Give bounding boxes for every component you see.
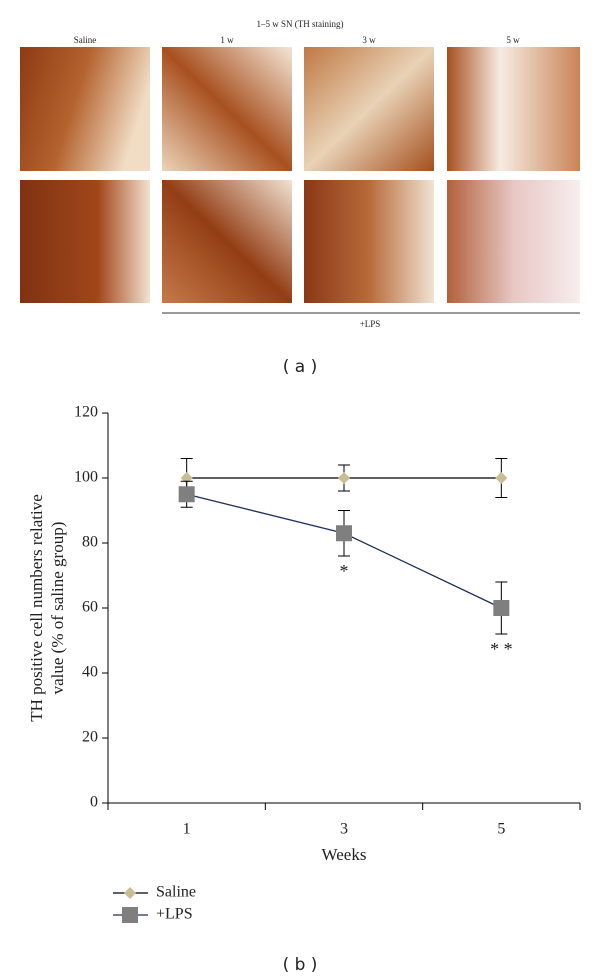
micrograph xyxy=(162,47,292,171)
column-label: 5 w xyxy=(506,35,520,45)
panel-title: 1–5 w SN (TH staining) xyxy=(257,19,344,29)
line-chart: 0 20 40 60 80 100 120 1 3 5 Weeks TH positive cell … xyxy=(27,404,581,975)
marker xyxy=(493,600,510,616)
y-tick-label: 100 xyxy=(74,469,98,486)
micrograph xyxy=(447,47,580,171)
micrograph xyxy=(20,180,150,303)
y-tick-label: 120 xyxy=(74,404,98,421)
x-tick-label: 5 xyxy=(497,821,505,838)
caption: ( a ) xyxy=(283,357,318,377)
legend-marker xyxy=(124,887,136,899)
significance-label: * * xyxy=(490,639,513,659)
x-tick-label: 3 xyxy=(340,821,348,838)
y-axis-label-line: TH positive cell numbers relative xyxy=(27,494,46,722)
legend-label: Saline xyxy=(156,884,196,901)
column-label: Saline xyxy=(74,35,97,45)
legend-label: +LPS xyxy=(156,906,193,923)
series xyxy=(180,458,508,498)
micrographs: 1–5 w SN (TH staining) Saline 1 w 3 w 5 … xyxy=(20,19,580,377)
y-axis-label: TH positive cell numbers relative value (… xyxy=(27,494,67,722)
legend-marker xyxy=(122,907,138,923)
marker xyxy=(338,472,350,484)
micrograph xyxy=(304,180,434,303)
marker xyxy=(336,525,352,542)
y-tick-label: 80 xyxy=(82,534,98,551)
x-tick-label: 1 xyxy=(183,821,191,838)
marker xyxy=(495,472,508,484)
y-tick-label: 20 xyxy=(82,729,98,746)
significance-label: * xyxy=(340,561,349,581)
x-axis-label: Weeks xyxy=(322,845,367,864)
group-label: +LPS xyxy=(360,319,381,329)
micrograph xyxy=(447,180,580,303)
y-axis-label-line: value (% of saline group) xyxy=(48,522,67,695)
micrograph xyxy=(20,47,150,171)
marker xyxy=(178,486,195,503)
series xyxy=(178,480,510,635)
y-tick-label: 40 xyxy=(82,664,98,681)
column-label: 1 w xyxy=(220,35,234,45)
column-label: 3 w xyxy=(362,35,376,45)
y-tick-label: 0 xyxy=(90,794,98,811)
micrograph xyxy=(162,180,292,303)
y-tick-label: 60 xyxy=(82,599,98,616)
caption: ( b ) xyxy=(283,955,318,975)
micrograph xyxy=(304,47,434,171)
